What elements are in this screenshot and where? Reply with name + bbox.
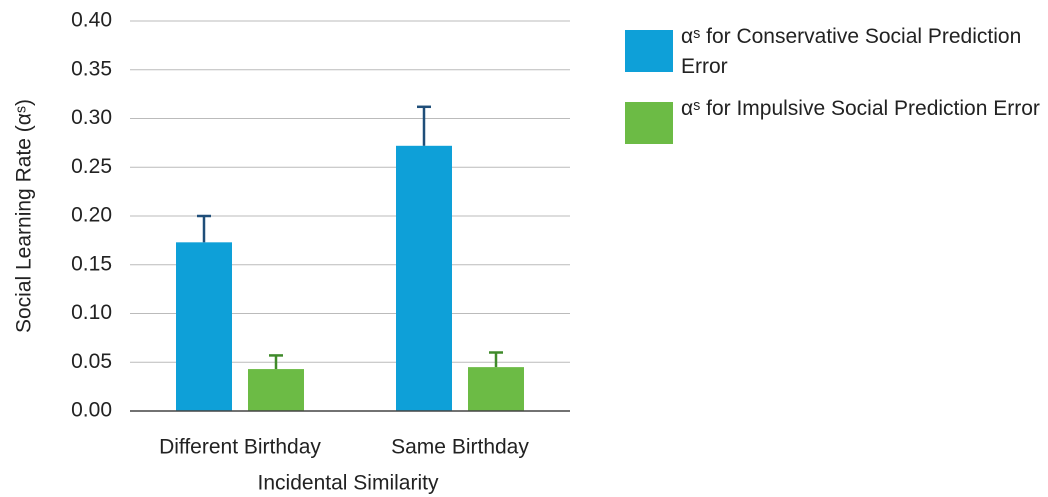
y-axis-label: Social Learning Rate (αˢ) (13, 99, 36, 333)
legend-label: αˢ for Impulsive Social Prediction Error (681, 97, 1040, 120)
bar (248, 369, 304, 411)
bar (396, 145, 452, 412)
legend-item: αˢ for Conservative Social Prediction Er… (625, 22, 1045, 82)
legend-item: αˢ for Impulsive Social Prediction Error (625, 94, 1045, 144)
y-tick-label: 0.25 (71, 155, 112, 178)
legend-swatch (625, 102, 673, 144)
legend-label: αˢ for Conservative Social Prediction Er… (681, 25, 1022, 78)
x-axis-label: Incidental Similarity (258, 472, 439, 495)
y-tick-label: 0.30 (71, 106, 112, 129)
bar (468, 367, 524, 411)
y-tick-label: 0.15 (71, 252, 112, 275)
y-tick-label: 0.10 (71, 301, 112, 324)
legend-swatch (625, 30, 673, 72)
x-tick-label: Different Birthday (159, 436, 321, 459)
y-tick-label: 0.05 (71, 350, 112, 373)
legend: αˢ for Conservative Social Prediction Er… (625, 22, 1045, 156)
y-tick-label: 0.35 (71, 57, 112, 80)
y-tick-label: 0.40 (71, 9, 112, 32)
bar (176, 242, 232, 411)
y-tick-label: 0.00 (71, 399, 112, 422)
chart: Incidental Similarity Social Learning Ra… (13, 9, 570, 495)
y-tick-label: 0.20 (71, 204, 112, 227)
x-tick-label: Same Birthday (391, 436, 529, 459)
